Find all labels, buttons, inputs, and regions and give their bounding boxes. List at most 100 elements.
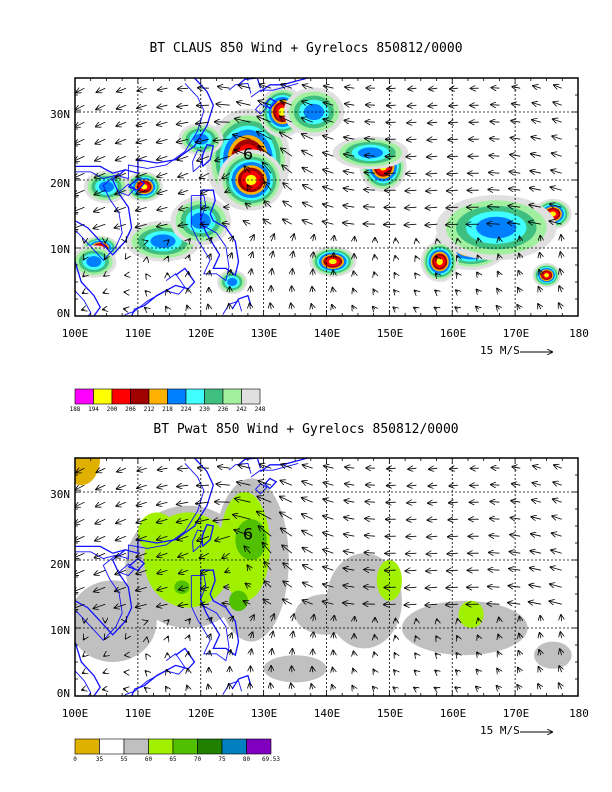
- wind-vector: [302, 151, 313, 157]
- wind-vector: [250, 683, 251, 690]
- wind-vector: [446, 224, 458, 225]
- wind-vector: [281, 528, 293, 537]
- wind-vector: [518, 668, 520, 672]
- wind-vector: [82, 309, 84, 310]
- wind-vector: [533, 103, 542, 105]
- wind-vector: [435, 671, 437, 673]
- wind-vector: [530, 568, 541, 570]
- wind-vector: [406, 536, 417, 537]
- wind-vector: [345, 467, 355, 468]
- wind-vector: [136, 536, 147, 540]
- bottom-lat-tick-30n: 30N: [50, 488, 70, 501]
- wind-vector: [323, 153, 334, 157]
- wind-vector: [427, 156, 438, 157]
- wind-vector: [408, 88, 417, 89]
- wind-vector: [426, 570, 438, 571]
- wind-vector: [84, 258, 85, 259]
- wind-vector: [560, 269, 562, 276]
- wind-vector: [488, 587, 500, 588]
- wind-vector: [167, 637, 168, 639]
- wind-vector: [333, 668, 334, 673]
- wind-vector: [343, 585, 355, 587]
- wind-vector: [248, 565, 251, 570]
- top-lon-tick-120e: 120E: [187, 327, 215, 340]
- wind-vector: [188, 256, 189, 259]
- wind-vector: [96, 485, 106, 489]
- wind-vector: [394, 290, 396, 292]
- wind-vector: [365, 155, 375, 156]
- wind-vector: [201, 190, 210, 194]
- coastline: [75, 261, 101, 316]
- wind-vector: [407, 122, 417, 123]
- wind-vector: [517, 685, 520, 689]
- wind-vector: [447, 570, 458, 571]
- wind-vector: [552, 516, 562, 519]
- wind-vector: [179, 587, 189, 589]
- wind-vector: [518, 288, 520, 292]
- wind-vector: [553, 482, 562, 485]
- top-lon-tick-140e: 140E: [313, 327, 341, 340]
- pwat-contour: [458, 600, 484, 629]
- wind-vector: [344, 517, 355, 519]
- wind-vector: [281, 84, 293, 88]
- coastline: [231, 674, 252, 690]
- wind-vector: [519, 254, 520, 259]
- wind-vector: [488, 190, 500, 191]
- wind-vector: [167, 240, 168, 241]
- wind-vector: [83, 292, 85, 293]
- wind-vector: [497, 686, 500, 689]
- wind-vector: [449, 485, 458, 486]
- wind-vector: [323, 499, 334, 502]
- wind-vector: [280, 497, 293, 503]
- wind-vector: [178, 88, 189, 89]
- wind-vector: [406, 190, 417, 191]
- wind-vector: [538, 684, 541, 689]
- wind-vector: [259, 526, 272, 537]
- wind-vector: [157, 122, 168, 125]
- wind-vector: [446, 207, 458, 208]
- wind-vector: [187, 686, 188, 690]
- wind-vector: [94, 603, 106, 608]
- wind-vector: [553, 102, 562, 105]
- wind-vector: [137, 139, 147, 143]
- wind-vector: [498, 635, 499, 639]
- wind-vector: [244, 601, 251, 604]
- wind-vector: [456, 273, 458, 275]
- wind-vector: [425, 604, 438, 605]
- wind-vector: [196, 122, 209, 124]
- wind-vector: [250, 252, 252, 259]
- wind-vector: [345, 87, 355, 88]
- wind-vector: [209, 238, 212, 241]
- wind-vector: [158, 88, 168, 90]
- wind-vector: [364, 190, 375, 191]
- wind-vector: [116, 553, 127, 557]
- wind-vector: [531, 517, 541, 519]
- wind-vector: [283, 183, 293, 191]
- wind-vector: [83, 672, 85, 673]
- wind-vector: [229, 304, 230, 309]
- wind-vector: [136, 587, 147, 590]
- wind-vector: [178, 468, 189, 469]
- wind-vector: [323, 119, 334, 122]
- wind-vector: [531, 137, 541, 139]
- wind-vector: [511, 501, 521, 503]
- wind-vector: [209, 634, 211, 638]
- wind-vector: [157, 156, 168, 160]
- wind-vector: [313, 615, 314, 622]
- wind-vector: [246, 204, 251, 208]
- wind-vector: [508, 223, 521, 225]
- wind-vector: [265, 581, 272, 588]
- wind-vector: [332, 685, 334, 689]
- wind-vector: [312, 287, 313, 293]
- wind-vector: [539, 287, 541, 292]
- wind-vector: [550, 601, 562, 604]
- wind-vector: [260, 84, 272, 88]
- wind-vector: [407, 519, 417, 520]
- wind-vector: [429, 88, 438, 89]
- top-lat-tick-0n: 0N: [56, 307, 70, 320]
- wind-vector: [146, 654, 147, 655]
- wind-vector: [115, 190, 127, 194]
- wind-vector: [509, 206, 521, 208]
- wind-vector: [157, 502, 168, 505]
- wind-vector: [303, 203, 313, 208]
